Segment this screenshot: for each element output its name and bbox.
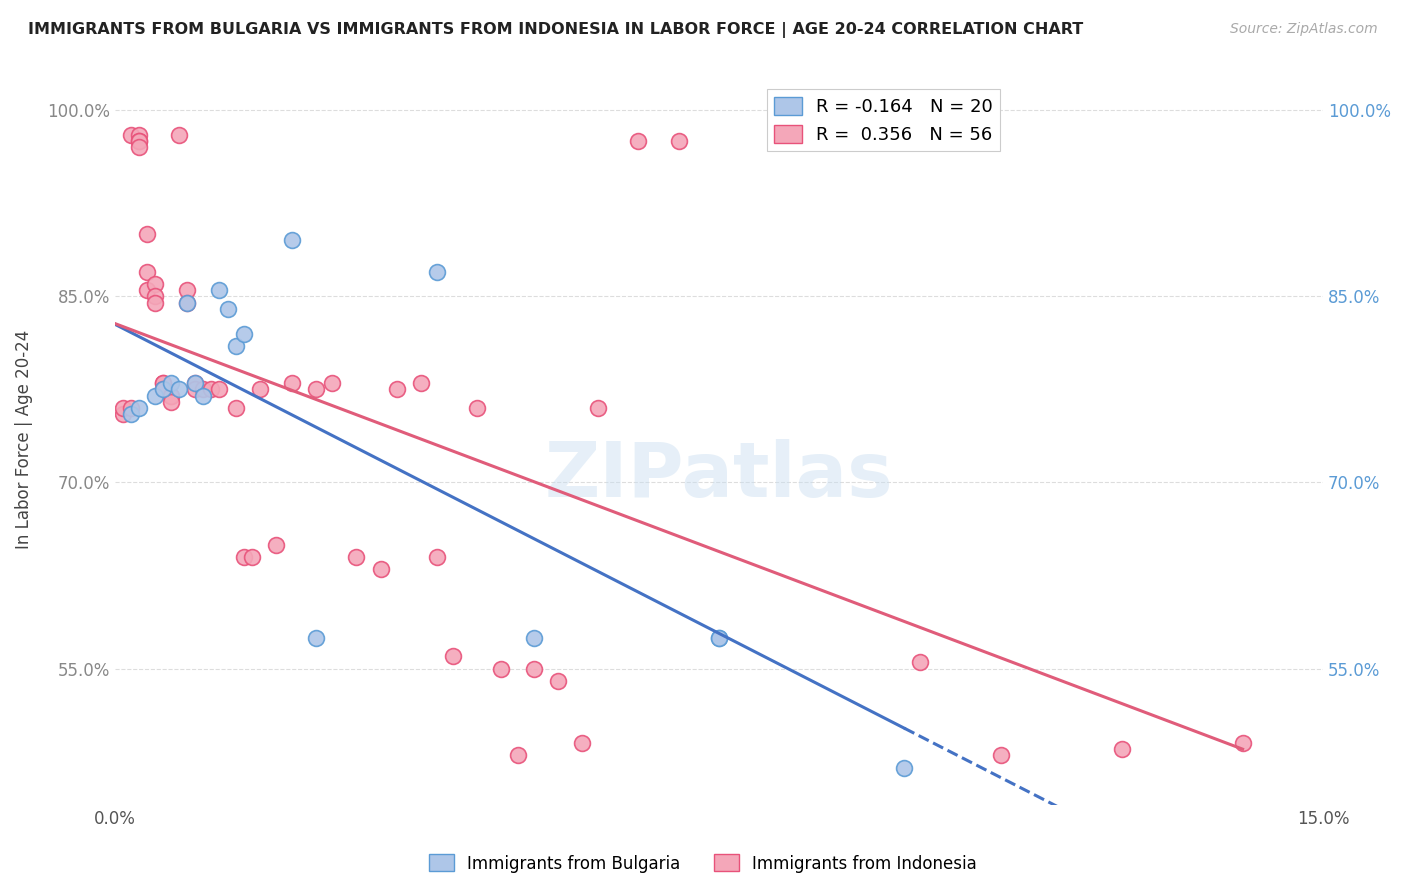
Point xyxy=(249,383,271,397)
Text: IMMIGRANTS FROM BULGARIA VS IMMIGRANTS FROM INDONESIA IN LABOR FORCE | AGE 20-24: IMMIGRANTS FROM BULGARIA VS IMMIGRANTS F… xyxy=(28,22,1084,38)
Point xyxy=(990,748,1012,763)
Point xyxy=(128,128,150,142)
Point xyxy=(184,376,207,391)
Point xyxy=(136,264,159,278)
Point xyxy=(160,388,183,402)
Point xyxy=(120,407,142,421)
Point xyxy=(152,383,174,397)
Point xyxy=(910,656,932,670)
Point xyxy=(441,649,464,664)
Point xyxy=(305,383,328,397)
Point xyxy=(167,383,190,397)
Point xyxy=(152,376,174,391)
Point xyxy=(370,562,392,576)
Point xyxy=(409,376,432,391)
Point xyxy=(167,128,190,142)
Point xyxy=(208,283,231,297)
Point xyxy=(281,234,304,248)
Point xyxy=(136,227,159,242)
Point xyxy=(111,401,134,415)
Point xyxy=(232,326,254,341)
Point xyxy=(305,631,328,645)
Legend: R = -0.164   N = 20, R =  0.356   N = 56: R = -0.164 N = 20, R = 0.356 N = 56 xyxy=(768,89,1000,152)
Point xyxy=(828,134,851,148)
Point xyxy=(193,383,215,397)
Point xyxy=(321,376,343,391)
Point xyxy=(143,289,166,303)
Point xyxy=(627,134,650,148)
Point xyxy=(200,383,222,397)
Point xyxy=(128,401,150,415)
Point xyxy=(176,295,198,310)
Point xyxy=(128,134,150,148)
Point xyxy=(160,388,183,402)
Point xyxy=(184,383,207,397)
Point xyxy=(426,549,449,564)
Point xyxy=(208,383,231,397)
Point xyxy=(240,549,263,564)
Point xyxy=(547,673,569,688)
Point xyxy=(893,761,915,775)
Text: ZIPatlas: ZIPatlas xyxy=(544,439,893,513)
Point xyxy=(707,631,730,645)
Point xyxy=(184,376,207,391)
Point xyxy=(160,394,183,409)
Point xyxy=(586,401,609,415)
Point xyxy=(1111,742,1133,756)
Point xyxy=(281,376,304,391)
Point xyxy=(176,283,198,297)
Point xyxy=(225,339,247,353)
Point xyxy=(176,295,198,310)
Point xyxy=(136,283,159,297)
Point xyxy=(264,537,287,551)
Point xyxy=(193,388,215,402)
Point xyxy=(707,631,730,645)
Point xyxy=(120,401,142,415)
Point xyxy=(152,376,174,391)
Point xyxy=(160,376,183,391)
Point xyxy=(1232,736,1254,750)
Point xyxy=(491,662,513,676)
Legend: Immigrants from Bulgaria, Immigrants from Indonesia: Immigrants from Bulgaria, Immigrants fro… xyxy=(422,847,984,880)
Point xyxy=(111,407,134,421)
Point xyxy=(143,388,166,402)
Point xyxy=(668,134,690,148)
Point xyxy=(128,134,150,148)
Point xyxy=(143,295,166,310)
Y-axis label: In Labor Force | Age 20-24: In Labor Force | Age 20-24 xyxy=(15,329,32,549)
Point xyxy=(426,264,449,278)
Point xyxy=(346,549,368,564)
Point xyxy=(523,662,546,676)
Point xyxy=(152,383,174,397)
Point xyxy=(571,736,593,750)
Point xyxy=(143,277,166,291)
Point xyxy=(225,401,247,415)
Point xyxy=(506,748,529,763)
Point xyxy=(465,401,488,415)
Point xyxy=(128,140,150,154)
Point xyxy=(232,549,254,564)
Point xyxy=(385,383,408,397)
Point xyxy=(217,301,239,316)
Point xyxy=(523,631,546,645)
Text: Source: ZipAtlas.com: Source: ZipAtlas.com xyxy=(1230,22,1378,37)
Point xyxy=(120,128,142,142)
